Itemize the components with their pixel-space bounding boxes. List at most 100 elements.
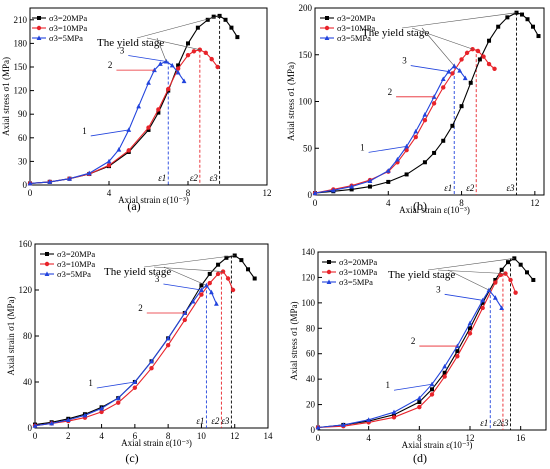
- series-line: [314, 65, 466, 194]
- stage-leader-line: [90, 129, 129, 137]
- legend-marker: [45, 252, 49, 256]
- data-point: [209, 56, 214, 62]
- data-point: [215, 64, 220, 70]
- data-point: [175, 69, 181, 75]
- epsilon-label: ε1: [158, 173, 166, 183]
- data-point: [498, 272, 503, 278]
- y-tick-label: 150: [299, 50, 313, 60]
- series-3: [312, 63, 468, 196]
- series-3: [315, 287, 505, 430]
- y-tick-label: 100: [302, 298, 316, 308]
- data-point: [392, 412, 396, 417]
- data-point: [106, 158, 112, 164]
- data-point: [176, 63, 181, 68]
- series-line: [314, 48, 495, 194]
- stage-marker-label: 3: [155, 274, 160, 284]
- data-point: [496, 24, 501, 29]
- x-axis-label: Axial strain ε(10⁻³): [402, 440, 473, 450]
- data-point: [391, 415, 397, 420]
- data-point: [209, 289, 214, 295]
- y-axis-label: Axial stress σ1 (MPa): [1, 57, 11, 136]
- legend-entry: σ3=10MPa: [337, 23, 375, 33]
- data-point: [457, 68, 463, 73]
- panel-label: (b): [413, 199, 427, 213]
- y-tick-label: 200: [299, 3, 313, 13]
- data-point: [106, 163, 112, 168]
- epsilon-label: ε2: [190, 173, 199, 183]
- data-point: [165, 343, 171, 348]
- data-point: [464, 50, 470, 56]
- data-point: [225, 276, 231, 281]
- y-axis-label: Axial strain σ1 (MPa): [6, 296, 16, 375]
- data-point: [126, 148, 131, 153]
- y-tick-label: 150: [14, 62, 28, 72]
- data-point: [531, 24, 536, 29]
- data-point: [508, 277, 513, 283]
- data-point: [217, 13, 222, 18]
- y-tick-label: 40: [23, 377, 33, 387]
- data-point: [99, 405, 104, 411]
- x-tick-label: 12: [230, 431, 239, 441]
- data-point: [65, 417, 71, 422]
- data-point: [450, 123, 455, 128]
- data-point: [432, 150, 437, 155]
- legend-marker: [36, 25, 42, 31]
- data-point: [199, 292, 204, 297]
- data-point: [480, 300, 485, 305]
- data-point: [349, 183, 355, 189]
- x-tick-label: 10: [197, 431, 207, 441]
- stage-marker-label: 2: [388, 87, 393, 97]
- y-tick-label: 210: [14, 15, 28, 25]
- data-point: [468, 80, 473, 85]
- series-3: [32, 282, 219, 428]
- x-tick-label: 12: [530, 198, 539, 208]
- x-tick-label: 12: [263, 188, 272, 198]
- epsilon-label: ε2: [466, 183, 475, 193]
- y-tick-label: 30: [18, 156, 28, 166]
- data-point: [116, 147, 122, 152]
- panel-label: (c): [125, 451, 138, 465]
- y-tick-label: 20: [306, 400, 316, 410]
- yield-leader-line: [136, 15, 220, 39]
- legend-marker: [37, 16, 41, 20]
- data-point: [441, 85, 446, 90]
- yield-leader-line: [401, 12, 517, 29]
- data-point: [481, 54, 486, 59]
- x-axis-label: Axial strain ε(10⁻³): [399, 205, 470, 215]
- data-point: [413, 134, 418, 140]
- data-point: [349, 187, 354, 192]
- data-point: [455, 354, 460, 359]
- stage-leader-line: [410, 65, 449, 72]
- data-point: [531, 277, 536, 282]
- data-point: [195, 25, 200, 30]
- data-point: [205, 17, 210, 22]
- data-point: [224, 255, 229, 260]
- data-point: [235, 35, 240, 40]
- x-tick-label: 8: [417, 433, 422, 443]
- data-point: [442, 363, 448, 369]
- stage-marker-label: 3: [436, 284, 441, 294]
- data-point: [413, 128, 419, 134]
- x-tick-label: 14: [264, 431, 274, 441]
- x-tick-label: 2: [66, 431, 71, 441]
- legend-entry: σ3=20MPa: [337, 13, 375, 23]
- data-point: [156, 110, 161, 115]
- yield-leader-line: [447, 269, 490, 291]
- data-point: [440, 76, 446, 82]
- x-axis-label: Axial strain ε(10⁻³): [121, 438, 192, 448]
- data-point: [487, 38, 492, 43]
- legend-entry: σ3=10MPa: [339, 267, 377, 277]
- data-point: [416, 395, 422, 401]
- data-point: [493, 280, 498, 285]
- yield-leader-line: [156, 37, 167, 62]
- data-point: [499, 305, 505, 310]
- data-point: [442, 374, 447, 379]
- stage-leader-line: [393, 383, 433, 391]
- x-tick-label: 0: [33, 431, 38, 441]
- stage-marker-label: 1: [386, 380, 391, 390]
- data-point: [207, 280, 212, 286]
- data-point: [207, 271, 212, 276]
- data-point: [175, 66, 181, 71]
